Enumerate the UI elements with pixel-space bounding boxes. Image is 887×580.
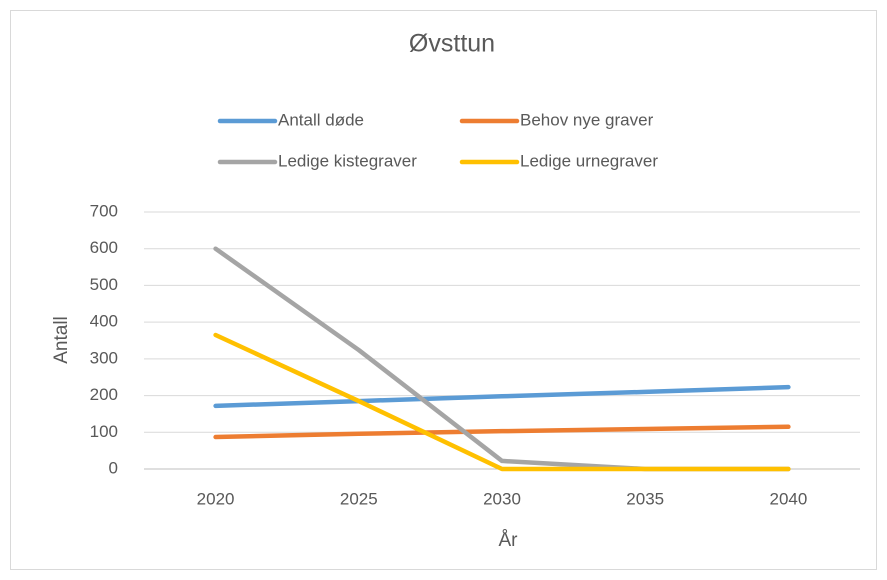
series-line [213, 384, 791, 409]
series-line [213, 424, 791, 440]
y-tick-label: 500 [90, 275, 118, 294]
x-tick-label: 2025 [340, 489, 378, 508]
x-tick-label: 2020 [197, 489, 235, 508]
y-axis-title: Antall [51, 316, 72, 364]
y-tick-label: 300 [90, 348, 118, 367]
series-line [213, 332, 791, 472]
y-tick-label: 200 [90, 385, 118, 404]
y-tick-label: 0 [109, 458, 118, 477]
legend-label: Antall døde [278, 110, 364, 129]
x-tick-label: 2035 [626, 489, 664, 508]
x-tick-label: 2040 [769, 489, 807, 508]
y-tick-label: 400 [90, 312, 118, 331]
y-tick-label: 600 [90, 238, 118, 257]
x-tick-label: 2030 [483, 489, 521, 508]
legend-label: Behov nye graver [520, 110, 654, 129]
chart-border [10, 10, 877, 570]
chart-title: Øvsttun [409, 30, 495, 58]
legend-label: Ledige kistegraver [278, 151, 417, 170]
legend-label: Ledige urnegraver [520, 151, 658, 170]
y-tick-label: 700 [90, 201, 118, 220]
x-axis-title: År [499, 530, 519, 551]
y-tick-label: 100 [90, 422, 118, 441]
